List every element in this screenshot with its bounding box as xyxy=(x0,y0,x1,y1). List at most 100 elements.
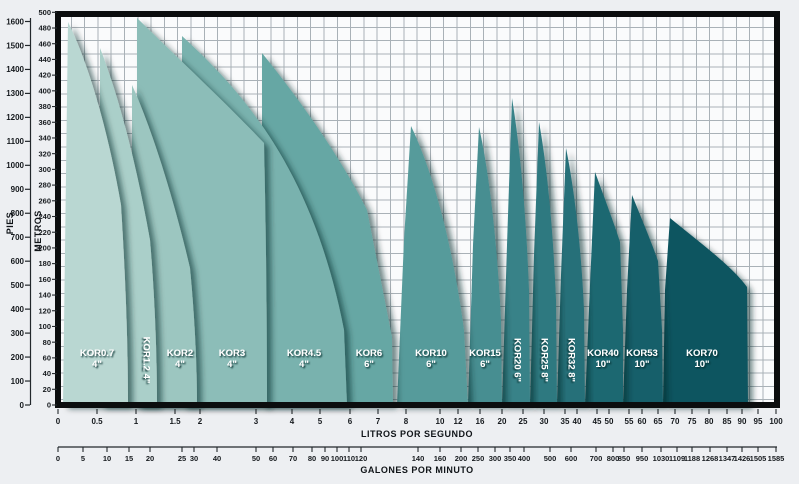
pies-tick-label: 1500 xyxy=(6,41,24,50)
galones-tick-label: 120 xyxy=(355,454,368,463)
pies-tick-label: 1600 xyxy=(6,17,24,26)
metros-tick-label: 340 xyxy=(38,134,51,143)
galones-tick-label: 90 xyxy=(321,454,329,463)
x-axis-title-litros: LITROS POR SEGUNDO xyxy=(360,429,473,439)
pump-label-kor1.2: KOR1.2 4" xyxy=(141,337,152,384)
pies-tick-label: 1000 xyxy=(6,161,24,170)
galones-tick-label: 10 xyxy=(103,454,111,463)
pies-tick-label: 600 xyxy=(11,257,25,266)
x-axis-litros: 0 0.5 1 1.5 2 3 4 5 6 7 8 10 12 16 20 25 30 35 40 45 50 55 60 6… xyxy=(56,409,783,426)
metros-tick-label: 360 xyxy=(38,118,51,127)
litros-tick-label: 7 xyxy=(376,417,381,426)
litros-tick-label: 80 xyxy=(705,417,714,426)
galones-tick-label: 1030 xyxy=(653,454,670,463)
litros-tick-label: 90 xyxy=(738,417,747,426)
pies-tick-label: 900 xyxy=(11,185,25,194)
litros-tick-label: 30 xyxy=(540,417,549,426)
galones-tick-label: 1585 xyxy=(768,454,785,463)
galones-tick-label: 5 xyxy=(81,454,85,463)
galones-tick-label: 1347 xyxy=(719,454,736,463)
galones-tick-label: 25 xyxy=(178,454,186,463)
litros-tick-label: 70 xyxy=(671,417,680,426)
pump-label-diameter-kor70: 10" xyxy=(694,359,709,370)
envelope-kor0.7 xyxy=(63,22,128,405)
pies-tick-label: 1400 xyxy=(6,65,24,74)
pies-tick-label: 500 xyxy=(11,281,25,290)
y-axis-metros: 0 20 40 60 80 100 120 140 160 180 200 220 240 260 280 3… xyxy=(38,8,57,410)
metros-tick-label: 420 xyxy=(38,71,51,80)
litros-tick-label: 75 xyxy=(688,417,697,426)
metros-tick-label: 80 xyxy=(43,338,51,347)
pump-label-kor0.7: KOR0.7 xyxy=(80,348,114,359)
x-axis-galones: 0 5 10 15 20 25 30 40 50 60 70 80 90 100 110 120 140 160 2… xyxy=(56,446,785,463)
galones-tick-label: 15 xyxy=(125,454,133,463)
pies-tick-label: 100 xyxy=(11,377,25,386)
envelope-kor25 xyxy=(530,122,557,405)
galones-tick-label: 1268 xyxy=(702,454,719,463)
litros-tick-label: 40 xyxy=(573,417,582,426)
metros-tick-label: 380 xyxy=(38,102,51,111)
pies-tick-label: 1300 xyxy=(6,89,24,98)
metros-tick-label: 140 xyxy=(38,291,51,300)
galones-tick-label: 70 xyxy=(289,454,297,463)
litros-tick-label: 20 xyxy=(498,417,507,426)
pies-tick-label: 400 xyxy=(11,305,25,314)
galones-tick-label: 50 xyxy=(252,454,260,463)
galones-tick-label: 800 xyxy=(607,454,620,463)
pump-label-diameter-kor0.7: 4" xyxy=(92,359,102,370)
galones-tick-label: 1109 xyxy=(669,454,685,463)
galones-tick-label: 1505 xyxy=(750,454,767,463)
x-axis-title-galones: GALONES POR MINUTO xyxy=(360,465,474,475)
litros-tick-label: 1.5 xyxy=(169,417,181,426)
metros-tick-label: 160 xyxy=(38,275,51,284)
pump-label-diameter-kor3: 4" xyxy=(227,359,237,370)
pies-tick-label: 700 xyxy=(11,233,25,242)
litros-tick-label: 2 xyxy=(198,417,203,426)
envelope-kor53 xyxy=(623,195,663,405)
galones-tick-label: 850 xyxy=(618,454,631,463)
galones-tick-label: 350 xyxy=(504,454,517,463)
metros-tick-label: 460 xyxy=(38,39,51,48)
metros-tick-label: 500 xyxy=(38,8,51,17)
pump-label-diameter-kor4.5: 4" xyxy=(299,359,309,370)
metros-tick-label: 60 xyxy=(43,353,51,362)
litros-tick-label: 100 xyxy=(769,417,783,426)
y-axis-title-pies: PIES xyxy=(5,211,15,235)
galones-tick-label: 140 xyxy=(412,454,425,463)
metros-tick-label: 300 xyxy=(38,165,51,174)
pump-labels: KOR0.74" KOR1.2 4" KOR24"KOR34"KOR4.54"KOR… xyxy=(80,337,718,384)
galones-tick-label: 1188 xyxy=(684,454,700,463)
galones-tick-label: 950 xyxy=(636,454,649,463)
envelope-kor40 xyxy=(585,172,623,405)
pump-label-kor6: KOR6 xyxy=(356,348,382,359)
pies-tick-label: 200 xyxy=(11,353,25,362)
metros-tick-label: 400 xyxy=(38,86,51,95)
pump-label-kor10: KOR10 xyxy=(415,348,447,359)
pump-label-kor25: KOR25 8" xyxy=(539,338,550,382)
litros-tick-label: 95 xyxy=(754,417,763,426)
litros-tick-label: 1 xyxy=(134,417,139,426)
plot-frame xyxy=(55,11,780,408)
galones-tick-label: 400 xyxy=(518,454,531,463)
litros-tick-label: 60 xyxy=(638,417,647,426)
galones-tick-label: 30 xyxy=(190,454,198,463)
metros-tick-label: 120 xyxy=(38,306,51,315)
galones-tick-label: 60 xyxy=(269,454,277,463)
litros-tick-label: 6 xyxy=(348,417,353,426)
pies-tick-label: 0 xyxy=(20,401,25,410)
galones-tick-label: 80 xyxy=(308,454,316,463)
metros-tick-label: 20 xyxy=(43,385,51,394)
litros-tick-label: 8 xyxy=(404,417,409,426)
pump-label-kor4.5: KOR4.5 xyxy=(287,348,322,359)
metros-tick-label: 480 xyxy=(38,24,51,33)
pump-label-diameter-kor6: 6" xyxy=(364,359,374,370)
galones-tick-label: 250 xyxy=(472,454,485,463)
pies-tick-label: 800 xyxy=(11,209,25,218)
pump-label-diameter-kor40: 10" xyxy=(595,359,610,370)
metros-tick-label: 0 xyxy=(47,401,51,410)
pump-label-kor53: KOR53 xyxy=(626,348,658,359)
y-axis-title-metros: METROS xyxy=(33,210,43,252)
pump-label-diameter-kor53: 10" xyxy=(634,359,649,370)
metros-tick-label: 100 xyxy=(38,322,51,331)
litros-tick-label: 45 xyxy=(593,417,602,426)
